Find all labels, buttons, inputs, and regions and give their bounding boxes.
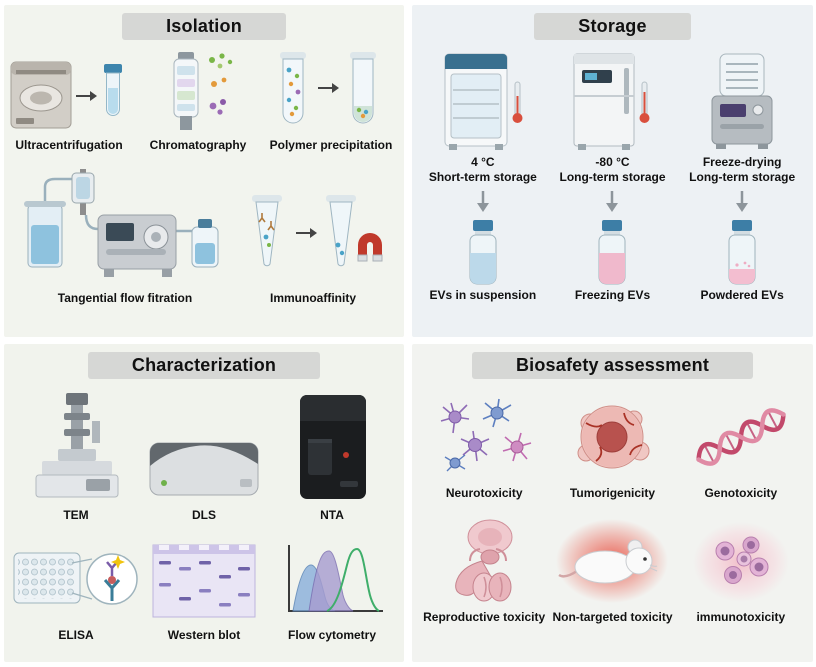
down-arrow-icon	[734, 190, 750, 214]
biosafety-item-neurotoxicity: Neurotoxicity	[420, 389, 548, 501]
immunoaffinity-magnet-icon	[238, 165, 388, 287]
mouse-icon	[553, 513, 671, 605]
flow-cytometry-plot-icon	[273, 535, 391, 623]
storage-panel: Storage	[412, 5, 813, 337]
tem-microscope-icon	[28, 389, 124, 503]
biosafety-label: immunotoxicity	[696, 610, 786, 624]
tumor-cell-icon	[560, 389, 664, 481]
biosafety-label: Reproductive toxicity	[423, 610, 546, 624]
tangential-flow-filtration-icon	[20, 165, 230, 287]
isolation-panel: Isolation	[4, 5, 404, 337]
powder-vial-icon	[719, 217, 765, 285]
biosafety-panel: Biosafety assessment	[412, 344, 813, 662]
down-arrow-icon	[604, 190, 620, 214]
isolation-method-tangential-flow-filtration: Tangential flow fitration	[20, 165, 230, 306]
storage-option-minus80: -80 °C Long-term storage	[548, 50, 678, 303]
biosafety-item-non-targeted-toxicity: Non-targeted toxicity	[548, 513, 676, 625]
characterization-method-elisa: ELISA	[12, 535, 140, 643]
polymer-precipitation-tubes-icon	[268, 48, 394, 134]
elisa-plate-icon	[12, 535, 140, 623]
biosafety-label: Genotoxicity	[704, 486, 778, 500]
method-label: DLS	[192, 508, 216, 522]
method-label: Chromatography	[149, 138, 247, 152]
storage-title: Storage	[534, 13, 691, 40]
biosafety-label: Tumorigenicity	[569, 486, 656, 500]
isolation-method-polymer-precipitation: Polymer precipitation	[268, 48, 394, 153]
characterization-panel: Characterization	[4, 344, 404, 662]
dls-instrument-icon	[144, 389, 264, 503]
biosafety-item-immunotoxicity: immunotoxicity	[677, 513, 805, 625]
isolation-method-chromatography: Chromatography	[149, 48, 247, 153]
storage-result-label: Freezing EVs	[574, 288, 651, 302]
western-blot-gel-icon	[145, 535, 263, 623]
fridge-icon	[437, 50, 529, 150]
isolation-method-ultracentrifugation: Ultracentrifugation	[10, 48, 128, 153]
storage-result-label: EVs in suspension	[429, 288, 537, 302]
biosafety-label: Non-targeted toxicity	[552, 610, 673, 624]
biosafety-item-tumorigenicity: Tumorigenicity	[548, 389, 676, 501]
immune-cells-icon	[689, 513, 793, 605]
method-label: TEM	[63, 508, 89, 522]
dna-helix-icon	[685, 389, 797, 481]
storage-temp-label: Freeze-drying Long-term storage	[689, 155, 796, 184]
method-label: Ultracentrifugation	[15, 138, 123, 152]
biosafety-item-genotoxicity: Genotoxicity	[677, 389, 805, 501]
storage-temp-label: 4 °C Short-term storage	[428, 155, 537, 184]
method-label: NTA	[320, 508, 344, 522]
storage-option-freeze-drying: Freeze-drying Long-term storage	[677, 50, 807, 303]
reproductive-system-icon	[432, 513, 536, 605]
characterization-method-flow-cytometry: Flow cytometry	[268, 535, 396, 643]
storage-option-4c: 4 °C Short-term storage	[418, 50, 548, 303]
method-label: ELISA	[58, 628, 94, 642]
characterization-method-dls: DLS	[140, 389, 268, 523]
ultracentrifuge-icon	[10, 48, 128, 134]
biosafety-title: Biosafety assessment	[471, 352, 754, 379]
isolation-method-immunoaffinity: Immunoaffinity	[238, 165, 388, 306]
method-label: Tangential flow fitration	[57, 291, 193, 305]
frozen-vial-icon	[589, 217, 635, 285]
down-arrow-icon	[475, 190, 491, 214]
storage-temp-label: -80 °C Long-term storage	[559, 155, 666, 184]
nta-instrument-icon	[284, 389, 380, 503]
storage-result-label: Powdered EVs	[700, 288, 784, 302]
ult-freezer-icon	[566, 50, 658, 150]
isolation-title: Isolation	[122, 13, 286, 40]
neurons-icon	[425, 389, 543, 481]
chromatography-column-icon	[150, 48, 246, 134]
characterization-title: Characterization	[87, 352, 321, 379]
method-label: Polymer precipitation	[269, 138, 393, 152]
characterization-method-tem: TEM	[12, 389, 140, 523]
characterization-method-western-blot: Western blot	[140, 535, 268, 643]
biosafety-item-reproductive-toxicity: Reproductive toxicity	[420, 513, 548, 625]
method-label: Immunoaffinity	[270, 291, 356, 305]
characterization-method-nta: NTA	[268, 389, 396, 523]
suspension-vial-icon	[460, 217, 506, 285]
biosafety-label: Neurotoxicity	[445, 486, 523, 500]
method-label: Western blot	[167, 628, 241, 642]
freeze-dryer-icon	[696, 50, 788, 150]
method-label: Flow cytometry	[287, 628, 377, 642]
